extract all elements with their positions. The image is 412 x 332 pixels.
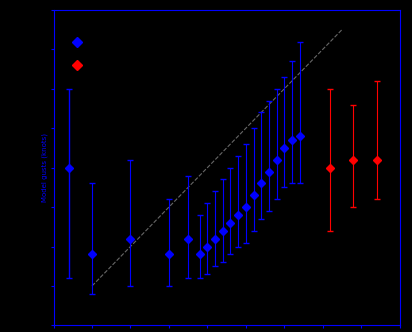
Y-axis label: Model gusts (knots): Model gusts (knots) [42,133,48,202]
